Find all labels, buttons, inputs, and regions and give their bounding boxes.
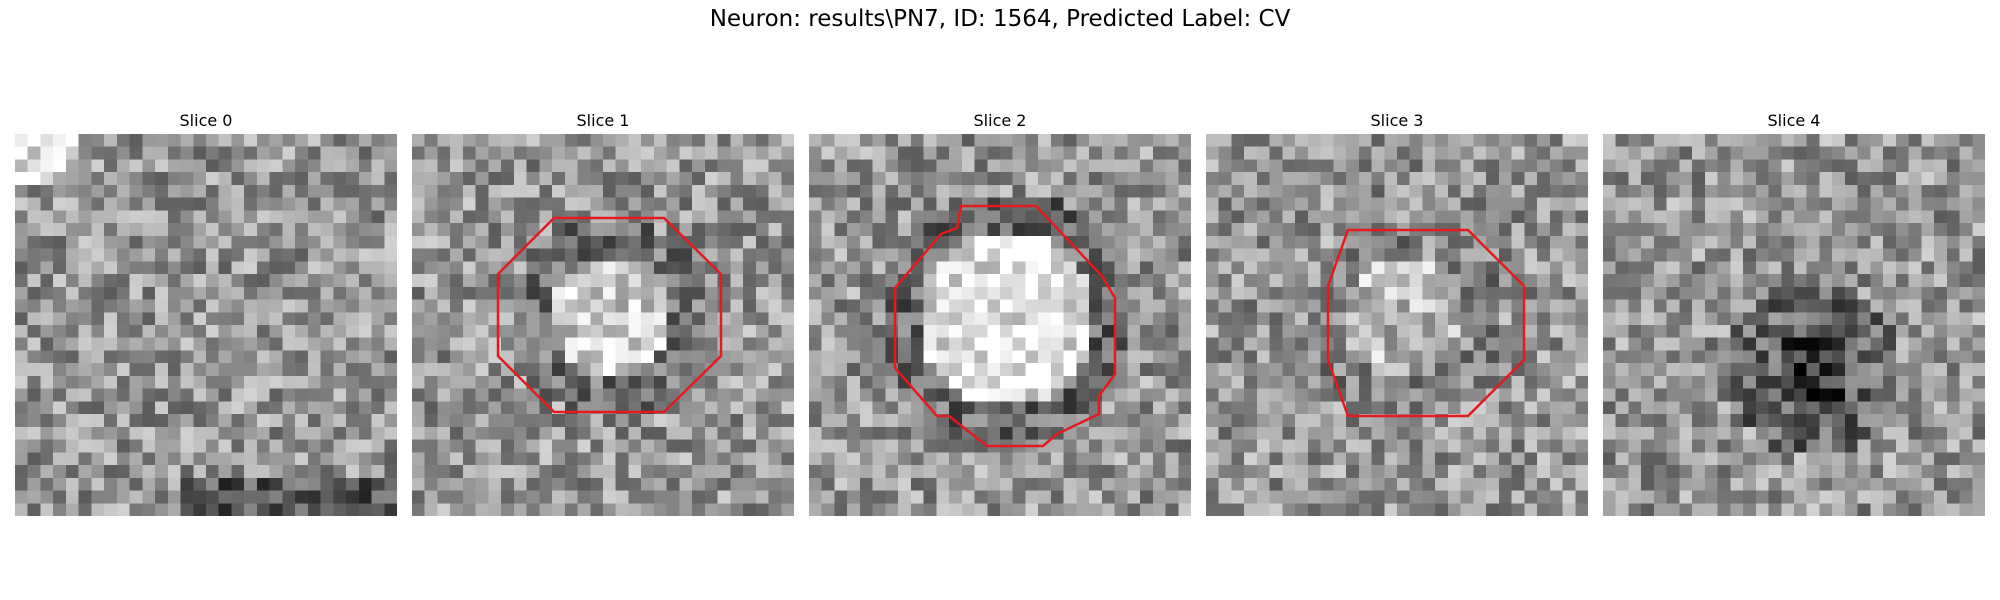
slice-image-3 <box>1206 134 1588 516</box>
slice-title: Slice 4 <box>1767 111 1821 130</box>
contour-octagon <box>893 204 1117 448</box>
slice-panel-1: Slice 1 <box>412 108 794 516</box>
slice-image-0 <box>15 134 397 516</box>
slice-panel-2: Slice 2 <box>809 108 1191 516</box>
slice-image-2 <box>809 134 1191 516</box>
slice-title: Slice 2 <box>973 111 1027 130</box>
slice-panel-3: Slice 3 <box>1206 108 1588 516</box>
contour-overlay-2 <box>893 204 1117 448</box>
contour-octagon <box>496 216 723 414</box>
slice-image-4 <box>1603 134 1985 516</box>
figure-title: Neuron: results\PN7, ID: 1564, Predicted… <box>709 6 1291 32</box>
slice-title: Slice 1 <box>576 111 630 130</box>
slice-title: Slice 3 <box>1370 111 1424 130</box>
contour-overlay-1 <box>496 216 723 414</box>
slice-image-1 <box>412 134 794 516</box>
slice-title: Slice 0 <box>179 111 233 130</box>
slice-panel-4: Slice 4 <box>1603 108 1985 516</box>
slice-panel-0: Slice 0 <box>15 108 397 516</box>
contour-octagon <box>1326 228 1526 418</box>
contour-overlay-3 <box>1326 228 1526 418</box>
